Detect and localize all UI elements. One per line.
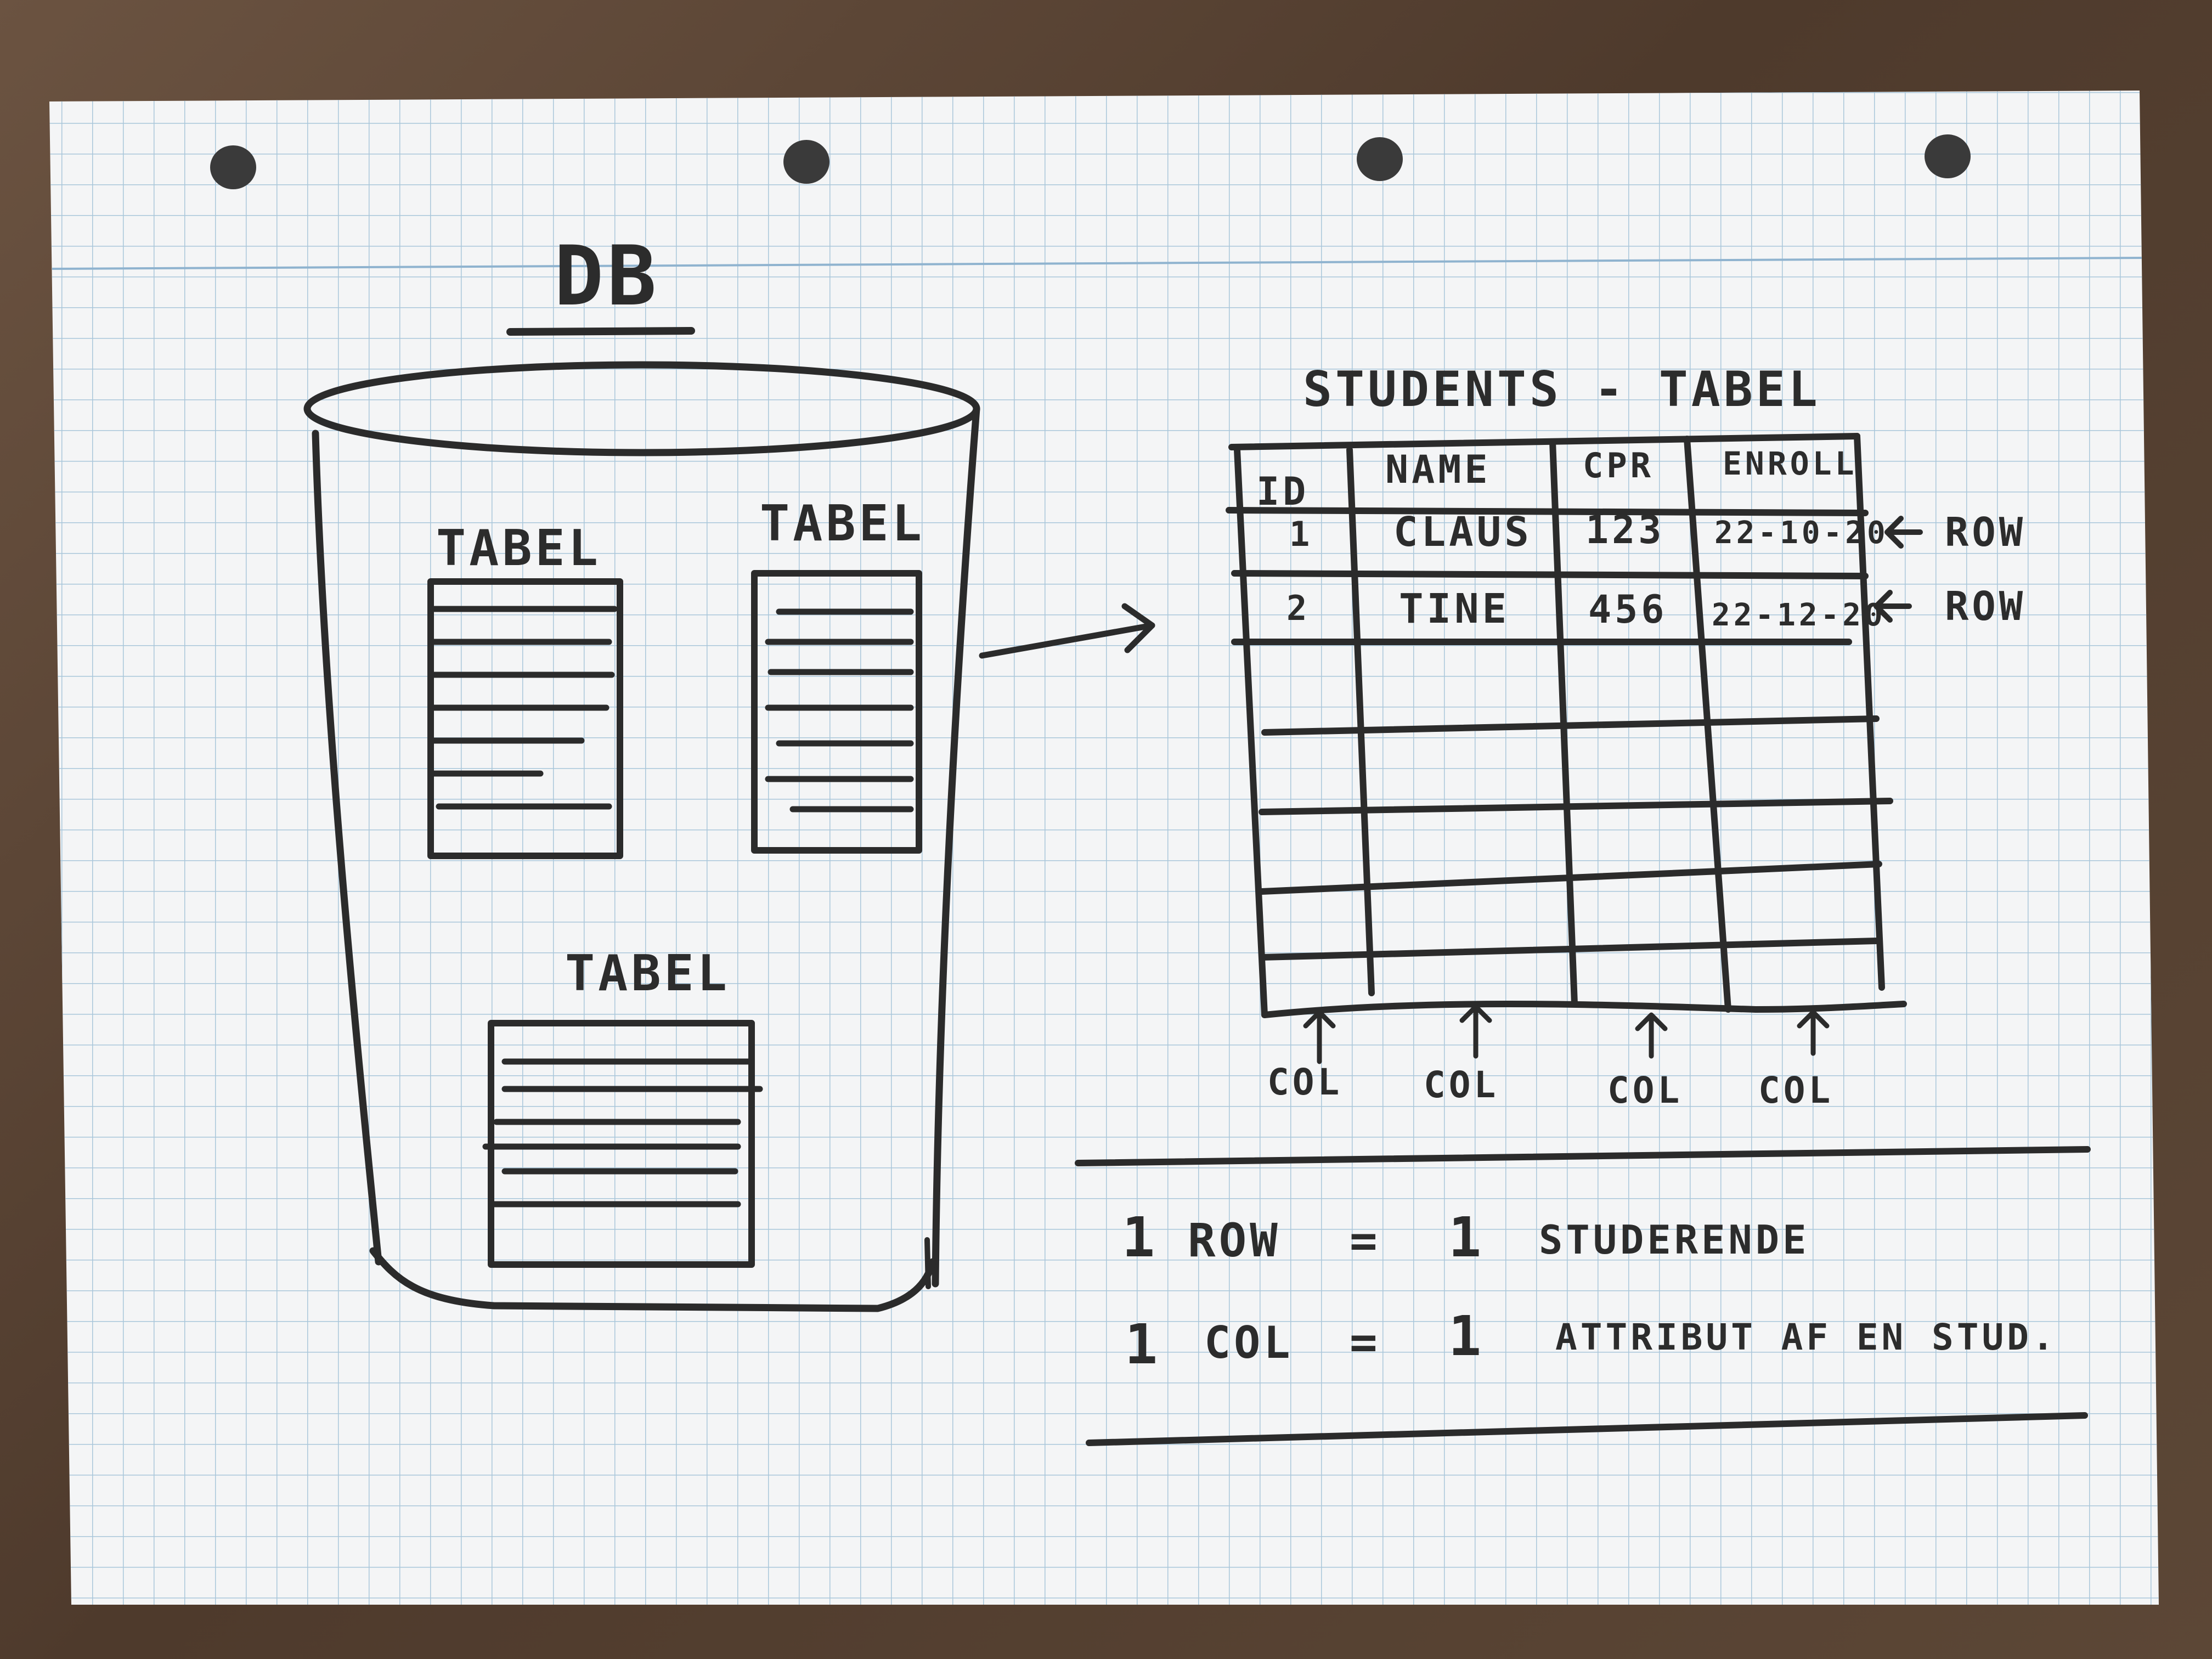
cell-id: 1 — [1289, 514, 1313, 554]
database-cylinder: DB — [303, 229, 980, 1312]
note-term: ROW — [1188, 1214, 1281, 1267]
note-count: 1 — [1448, 1304, 1485, 1368]
row-markers: ROW ROW — [1874, 509, 2026, 629]
punch-holes — [210, 134, 1971, 189]
row-marker-label: ROW — [1945, 509, 2026, 555]
col-marker-label: COL — [1267, 1061, 1342, 1103]
note-count: 1 — [1122, 1205, 1158, 1269]
note-equals: = — [1350, 1315, 1381, 1369]
students-table: STUDENTS - TABEL ID NAME CPR ENROLL 1 CL… — [1226, 361, 1907, 1018]
cell-enroll: 22-12-20 — [1712, 597, 1886, 633]
cell-name: TINE — [1399, 585, 1510, 633]
db-table-label: TABEL — [436, 520, 601, 577]
db-table-label: TABEL — [760, 495, 925, 552]
db-table-3: TABEL — [482, 945, 763, 1268]
cell-enroll: 22-10-20 — [1714, 515, 1889, 551]
students-table-title: STUDENTS - TABEL — [1303, 361, 1821, 417]
db-label: DB — [554, 229, 660, 324]
punch-hole — [1357, 137, 1403, 181]
punch-hole — [783, 140, 830, 184]
note-description: ATTRIBUT AF EN STUD. — [1555, 1316, 2057, 1358]
note-description: STUDERENDE — [1539, 1217, 1809, 1263]
cell-cpr: 456 — [1588, 587, 1667, 632]
cell-name: CLAUS — [1393, 509, 1532, 556]
column-header-name: NAME — [1385, 447, 1491, 492]
column-markers: COL COL COL COL — [1267, 1004, 1833, 1111]
note-count: 1 — [1125, 1312, 1161, 1376]
definition-notes: 1 ROW = 1 STUDERENDE 1 COL = 1 ATTRIBUT … — [1075, 1146, 2091, 1446]
db-table-label: TABEL — [565, 945, 730, 1002]
note-equals: = — [1350, 1214, 1381, 1267]
row-marker-label: ROW — [1945, 583, 2026, 629]
column-header-enroll: ENROLL — [1723, 445, 1858, 482]
punch-hole — [210, 145, 256, 189]
column-header-cpr: CPR — [1583, 445, 1654, 486]
db-table-2: TABEL — [751, 495, 925, 854]
col-marker-label: COL — [1607, 1069, 1683, 1111]
punch-hole — [1925, 134, 1971, 178]
cell-id: 2 — [1286, 588, 1310, 628]
col-marker-label: COL — [1424, 1064, 1499, 1106]
mapping-arrow — [979, 603, 1155, 659]
note-term: COL — [1204, 1317, 1294, 1368]
note-count: 1 — [1448, 1205, 1485, 1269]
col-marker-label: COL — [1758, 1069, 1833, 1111]
column-header-id: ID — [1256, 469, 1309, 514]
db-table-1: TABEL — [427, 520, 623, 859]
